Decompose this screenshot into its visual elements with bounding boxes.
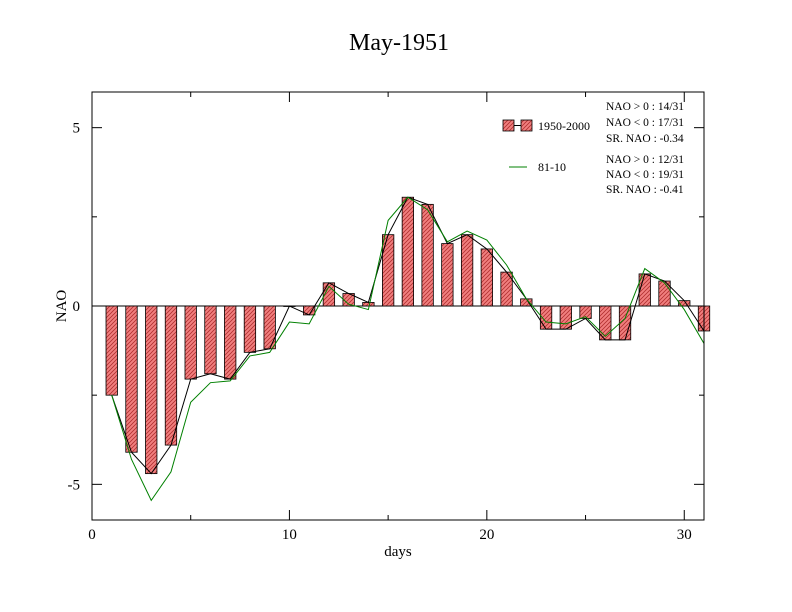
bar-day-18 (441, 243, 454, 307)
stats-block-1950-2000: NAO > 0 : 14/31 NAO < 0 : 17/31 SR. NAO … (606, 101, 684, 145)
x-tick-label: 20 (479, 527, 494, 543)
stats-nao-positive: NAO > 0 : 14/31 (606, 101, 684, 113)
stats-sr-nao: SR. NAO : -0.34 (606, 133, 684, 145)
legend-label-1950-2000: 1950-2000 (538, 119, 590, 133)
bar-day-16 (401, 196, 414, 307)
legend-swatch-bars (502, 119, 533, 132)
bar-day-26 (599, 305, 612, 341)
bar-day-2 (125, 305, 138, 453)
x-tick-label: 0 (88, 527, 96, 543)
bar-day-5 (184, 305, 197, 380)
bar-day-20 (480, 248, 493, 307)
stats-nao-negative: NAO < 0 : 17/31 (606, 117, 684, 129)
bar-day-27 (618, 305, 632, 341)
chart-title: May-1951 (349, 30, 449, 56)
y-axis-label: NAO (54, 290, 70, 323)
bar-day-17 (421, 203, 434, 307)
bar-day-3 (145, 305, 158, 475)
plot-area: 0 10 20 30 -5 0 5 (68, 92, 711, 543)
y-tick-label: 0 (73, 299, 81, 315)
bar-day-6 (204, 305, 217, 375)
series-line-81-10 (111, 196, 704, 502)
y-tick-label: 5 (73, 121, 81, 137)
stats-nao-positive: NAO > 0 : 12/31 (606, 154, 684, 166)
x-tick-label: 10 (282, 527, 297, 543)
bar-day-8 (243, 305, 257, 353)
plot-frame (91, 91, 705, 521)
bar-day-19 (460, 234, 474, 307)
legend-label-81-10: 81-10 (538, 160, 566, 174)
stats-nao-negative: NAO < 0 : 19/31 (606, 169, 684, 181)
x-tick-label: 30 (677, 527, 692, 543)
legend: 1950-2000 81-10 (502, 119, 590, 174)
bar-day-4 (164, 305, 178, 446)
bar-day-7 (224, 305, 237, 380)
y-tick-label: -5 (68, 477, 81, 493)
stats-block-81-10: NAO > 0 : 12/31 NAO < 0 : 19/31 SR. NAO … (606, 154, 684, 196)
bar-day-15 (382, 234, 395, 307)
bar-day-9 (263, 305, 276, 350)
stats-sr-nao: SR. NAO : -0.41 (606, 184, 684, 196)
bar-day-1 (105, 305, 118, 396)
bar-day-24 (559, 305, 572, 330)
x-axis-label: days (384, 544, 412, 560)
